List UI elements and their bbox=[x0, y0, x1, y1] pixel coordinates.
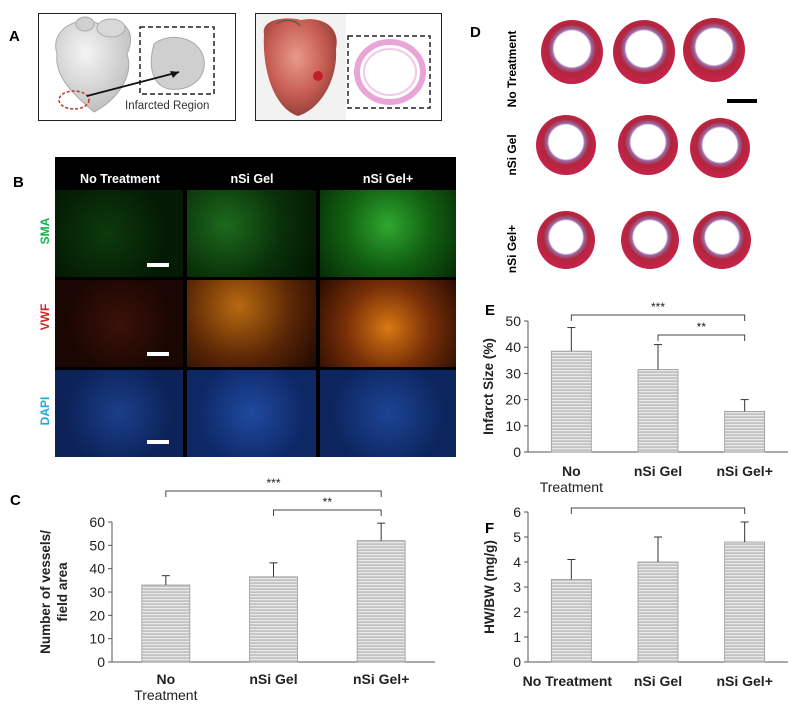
panel-label-f: F bbox=[485, 520, 495, 537]
bar bbox=[550, 350, 592, 453]
x-category-label: nSi Gel bbox=[249, 671, 297, 687]
y-tick-label: 0 bbox=[97, 654, 105, 670]
panel-d-row-label-2: nSi Gel bbox=[505, 134, 519, 176]
panel-label-d: D bbox=[470, 24, 481, 41]
y-tick-label: 3 bbox=[513, 579, 521, 595]
micrograph-vwf-nsi-gel bbox=[187, 280, 316, 367]
y-tick-label: 0 bbox=[513, 654, 521, 670]
heart-section-r1-c2 bbox=[613, 20, 675, 84]
micrograph-dapi-nsi-gel-plus bbox=[320, 370, 456, 457]
panel-b-col-header-2: nSi Gel bbox=[230, 172, 274, 186]
micrograph-sma-nsi-gel bbox=[187, 190, 316, 277]
y-tick-label: 1 bbox=[513, 629, 521, 645]
x-category-label: No Treatment bbox=[540, 463, 603, 495]
significance-label: * bbox=[656, 500, 661, 507]
heart-section-r2-c3 bbox=[690, 118, 750, 178]
y-tick-label: 40 bbox=[505, 339, 521, 355]
heart-schematic-illustration bbox=[55, 16, 215, 113]
panel-b-row-label-vwf: VWF bbox=[38, 303, 52, 331]
heart-section-r3-c1 bbox=[537, 211, 595, 269]
panel-d-row-label-1: No Treatment bbox=[505, 30, 519, 108]
significance-bracket bbox=[570, 314, 746, 321]
panel-label-b: B bbox=[13, 174, 24, 191]
y-tick-label: 40 bbox=[89, 561, 105, 577]
panel-label-a: A bbox=[9, 28, 20, 45]
micrograph-dapi-nsi-gel bbox=[187, 370, 316, 457]
y-tick-label: 30 bbox=[89, 584, 105, 600]
x-category-label: nSi Gel+ bbox=[716, 673, 772, 689]
bar bbox=[637, 369, 679, 453]
bar bbox=[724, 410, 766, 453]
heart-photo-and-section bbox=[256, 14, 431, 120]
bar bbox=[141, 584, 191, 663]
heart-section-r3-c3 bbox=[693, 211, 751, 269]
y-tick-label: 2 bbox=[513, 604, 521, 620]
y-tick-label: 50 bbox=[89, 537, 105, 553]
significance-label: *** bbox=[651, 300, 665, 314]
y-tick-label: 0 bbox=[513, 444, 521, 460]
scale-bar-dapi bbox=[147, 440, 169, 444]
heart-section-r1-c1 bbox=[541, 20, 603, 84]
x-category-label: nSi Gel bbox=[634, 463, 682, 479]
significance-bracket bbox=[165, 490, 382, 497]
panel-a-schematic: Infarcted Region bbox=[38, 13, 236, 121]
micrograph-vwf-nsi-gel-plus bbox=[320, 280, 456, 367]
panel-d-scale-bar bbox=[727, 99, 757, 103]
panel-a-photo bbox=[255, 13, 442, 121]
panel-d-row-label-3: nSi Gel+ bbox=[505, 224, 519, 274]
x-category-label: nSi Gel bbox=[634, 673, 682, 689]
panel-label-c: C bbox=[10, 492, 21, 509]
x-category-label: No Treatment bbox=[523, 673, 613, 689]
y-tick-label: 6 bbox=[513, 504, 521, 520]
y-tick-label: 60 bbox=[89, 514, 105, 530]
y-tick-label: 4 bbox=[513, 554, 521, 570]
y-axis-title: Number of vessels/field area bbox=[38, 530, 70, 654]
y-axis-title: Infarct Size (%) bbox=[481, 338, 496, 435]
scale-bar-vwf bbox=[147, 352, 169, 356]
heart-section-r2-c2 bbox=[618, 115, 678, 175]
y-tick-label: 20 bbox=[89, 607, 105, 623]
heart-section-r1-c3 bbox=[683, 18, 745, 82]
y-tick-label: 50 bbox=[505, 313, 521, 329]
x-category-label: nSi Gel+ bbox=[353, 671, 409, 687]
y-tick-label: 20 bbox=[505, 392, 521, 408]
significance-label: ** bbox=[697, 320, 707, 334]
chart-e-infarct-size: 0 10 20 30 40 50 Infarct Size (%) No Treatment nS… bbox=[481, 300, 788, 495]
chart-c-vessels: 0 10 20 30 40 50 60 Number of vessels/field are… bbox=[38, 476, 435, 703]
x-category-label: nSi Gel+ bbox=[716, 463, 772, 479]
y-tick-label: 5 bbox=[513, 529, 521, 545]
panel-b-row-label-dapi: DAPI bbox=[38, 396, 52, 426]
chart-f-hw-bw: 0 1 2 3 4 5 6 HW/BW (mg/g) No Treatment nSi Gel nS… bbox=[482, 500, 788, 689]
bar bbox=[356, 540, 406, 663]
y-tick-label: 30 bbox=[505, 365, 521, 381]
scale-bar-sma bbox=[147, 263, 169, 267]
panel-b-col-header-3: nSi Gel+ bbox=[362, 172, 414, 186]
panel-label-e: E bbox=[485, 302, 496, 319]
micrograph-sma-no-treatment bbox=[55, 190, 183, 277]
heart-section-r3-c2 bbox=[621, 211, 679, 269]
significance-bracket bbox=[657, 334, 746, 341]
y-tick-label: 10 bbox=[505, 418, 521, 434]
panel-b-col-header-1: No Treatment bbox=[80, 172, 160, 186]
bar bbox=[724, 541, 766, 663]
y-axis-title: HW/BW (mg/g) bbox=[482, 540, 497, 634]
heart-section-r2-c1 bbox=[536, 115, 596, 175]
bar bbox=[249, 576, 298, 663]
significance-label: *** bbox=[266, 476, 280, 490]
x-category-label: No Treatment bbox=[134, 671, 197, 703]
micrograph-sma-nsi-gel-plus bbox=[320, 190, 456, 277]
infarct-region-label: Infarcted Region bbox=[125, 100, 210, 112]
bar bbox=[550, 579, 592, 663]
panel-b-row-label-sma: SMA bbox=[38, 217, 52, 245]
significance-bracket bbox=[570, 507, 746, 514]
significance-label: ** bbox=[323, 495, 333, 509]
y-tick-label: 10 bbox=[89, 631, 105, 647]
significance-bracket bbox=[273, 509, 382, 516]
bar bbox=[637, 561, 679, 663]
